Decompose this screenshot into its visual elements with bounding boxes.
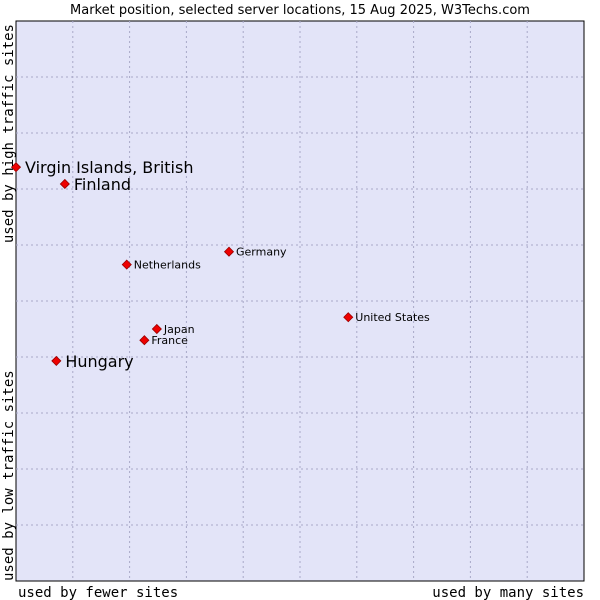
data-point-marker: [223, 246, 235, 257]
data-point-label: United States: [355, 311, 430, 324]
data-point-marker: [139, 335, 150, 346]
x-axis-label-left: used by fewer sites: [18, 585, 178, 600]
data-point-label: Virgin Islands, British: [25, 158, 193, 177]
data-point-marker: [51, 355, 62, 366]
data-point-marker: [59, 178, 70, 190]
data-point-label: Hungary: [65, 352, 133, 371]
y-axis-label-bottom: used by low traffic sites: [1, 370, 17, 581]
data-point-label: France: [151, 334, 188, 347]
grid-lines: [16, 21, 584, 581]
data-point-marker: [10, 162, 22, 173]
data-point-marker: [151, 323, 162, 335]
data-point-label: Netherlands: [134, 259, 201, 272]
data-point-label: Germany: [236, 246, 287, 259]
y-axis-label-top: used by high traffic sites: [1, 24, 17, 243]
data-point-marker: [343, 312, 354, 323]
x-axis-label-right: used by many sites: [432, 585, 584, 600]
data-point-marker: [121, 259, 132, 270]
chart-title: Market position, selected server locatio…: [70, 3, 530, 18]
data-point-label: Japan: [163, 323, 195, 336]
data-point-label: Finland: [74, 175, 131, 194]
